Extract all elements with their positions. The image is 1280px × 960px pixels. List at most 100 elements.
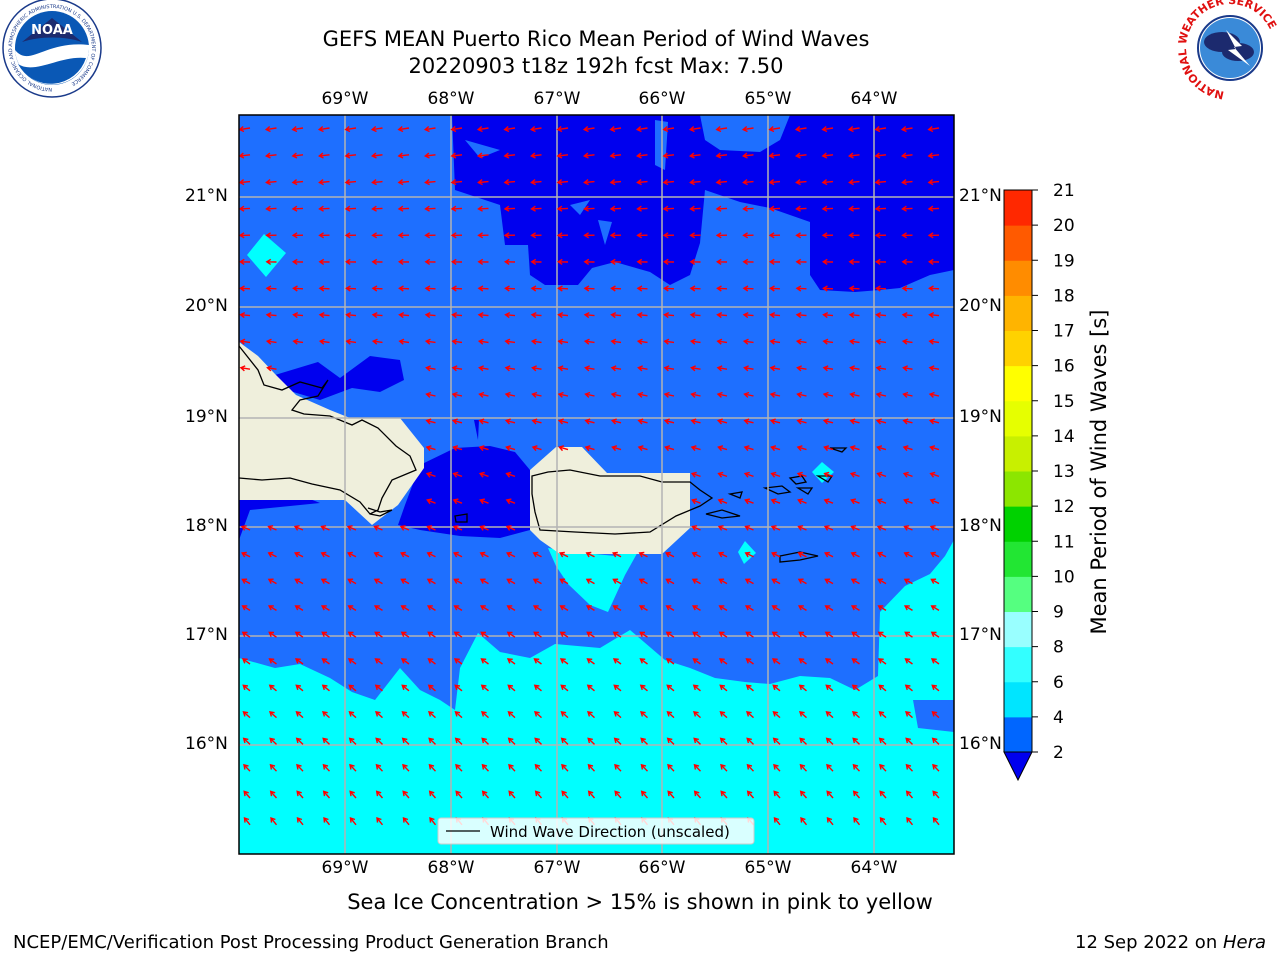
wind-arrow-icon [769, 365, 781, 372]
wind-arrow-icon [770, 445, 781, 452]
wind-arrow-icon [294, 605, 304, 611]
wind-arrow-icon [691, 605, 701, 611]
wind-arrow-icon [508, 763, 516, 772]
wind-arrow-icon [799, 790, 808, 799]
wind-arrow-icon [476, 152, 489, 159]
wave-period-mid-region [548, 548, 640, 612]
wind-arrow-icon [240, 525, 251, 531]
wind-arrow-icon [636, 232, 648, 239]
wind-arrow-icon [768, 232, 781, 239]
colorbar-tick-label: 18 [1053, 286, 1075, 306]
wind-arrow-icon [241, 605, 251, 611]
wind-arrow-icon [583, 232, 595, 239]
wind-arrow-icon [746, 790, 755, 799]
wind-arrow-icon [264, 125, 277, 133]
wind-arrow-icon [666, 711, 675, 719]
wind-arrow-icon [239, 152, 251, 159]
wind-arrow-icon [719, 684, 728, 692]
wind-arrow-icon [370, 152, 383, 159]
wind-arrow-icon [454, 737, 463, 745]
wind-arrow-icon [291, 125, 304, 133]
wind-arrow-icon [428, 790, 437, 799]
wind-arrow-icon [295, 737, 304, 745]
wind-arrow-icon [268, 711, 277, 719]
wind-arrow-icon [349, 816, 357, 826]
wind-arrow-icon [745, 711, 754, 719]
wind-arrow-icon [874, 125, 887, 133]
wind-arrow-icon [932, 763, 940, 772]
wind-arrow-icon [610, 418, 622, 425]
latitude-label: 20°N [959, 296, 1002, 316]
wind-arrow-icon [530, 179, 542, 186]
wind-arrow-icon [744, 525, 754, 531]
wind-arrow-icon [265, 311, 277, 319]
wind-arrow-icon [318, 258, 330, 265]
wind-arrow-icon [346, 525, 357, 531]
wind-arrow-icon [373, 551, 383, 558]
wind-arrow-icon [344, 232, 357, 239]
wind-arrow-icon [773, 763, 781, 772]
wind-arrow-icon [424, 258, 436, 265]
wind-arrow-icon [239, 285, 251, 292]
wind-arrow-icon [530, 338, 542, 345]
wind-arrow-icon [428, 763, 437, 772]
wind-arrow-icon [480, 658, 489, 665]
wind-arrow-icon [825, 711, 834, 719]
wind-arrow-icon [849, 445, 860, 452]
wind-arrow-icon [321, 631, 330, 638]
wind-arrow-icon [902, 471, 913, 478]
wind-arrow-icon [903, 498, 913, 505]
wind-arrow-icon [688, 125, 701, 133]
wind-arrow-icon [796, 365, 807, 372]
wind-arrow-icon [636, 285, 648, 292]
wind-arrow-icon [558, 445, 569, 452]
wind-arrow-icon [583, 311, 595, 319]
wind-arrow-icon [424, 338, 436, 345]
wind-arrow-icon [640, 790, 649, 799]
colorbar-swatch [1004, 576, 1032, 613]
wind-arrow-icon [927, 232, 940, 239]
wind-arrow-icon [375, 790, 384, 799]
wind-arrow-icon [268, 684, 277, 692]
wind-arrow-icon [693, 737, 701, 745]
wind-arrow-icon [875, 365, 887, 372]
wind-arrow-icon [268, 631, 277, 638]
latitude-label: 19°N [959, 407, 1002, 427]
wind-arrow-icon [663, 391, 675, 398]
wind-arrow-icon [425, 445, 436, 452]
wind-arrow-icon [718, 578, 728, 585]
wind-arrow-icon [875, 285, 887, 292]
wind-arrow-icon [371, 311, 383, 319]
wind-arrow-icon [823, 471, 834, 478]
wind-arrow-icon [530, 285, 542, 292]
wind-arrow-icon [242, 737, 251, 745]
wind-arrow-icon [665, 605, 675, 611]
wind-arrow-icon [265, 258, 277, 265]
wind-arrow-icon [507, 711, 516, 719]
wind-arrow-icon [375, 763, 384, 772]
wind-arrow-icon [612, 551, 622, 558]
wind-arrow-icon [269, 763, 278, 772]
wind-arrow-icon [665, 631, 675, 638]
wind-arrow-icon [398, 285, 410, 292]
wind-arrow-icon [821, 205, 834, 212]
wave-period-mid-region [247, 234, 286, 277]
wind-arrow-icon [318, 338, 330, 345]
wind-arrow-icon [533, 711, 542, 719]
wind-arrow-icon [504, 338, 516, 345]
wind-arrow-icon [637, 418, 648, 425]
latitude-label: 17°N [185, 625, 228, 645]
wind-arrow-icon [478, 471, 489, 478]
longitude-label: 65°W [744, 89, 792, 109]
wind-arrow-icon [560, 711, 569, 719]
wind-arrow-icon [771, 578, 781, 585]
wind-arrow-icon [559, 658, 569, 665]
wind-arrow-icon [294, 551, 304, 558]
wind-arrow-icon [930, 605, 940, 611]
wind-arrow-icon [742, 205, 754, 212]
wind-arrow-icon [586, 711, 595, 719]
wind-arrow-icon [795, 258, 807, 265]
wind-arrow-icon [371, 338, 383, 345]
wind-arrow-icon [585, 605, 595, 611]
footer-date-text: 12 Sep 2022 on [1075, 932, 1223, 953]
